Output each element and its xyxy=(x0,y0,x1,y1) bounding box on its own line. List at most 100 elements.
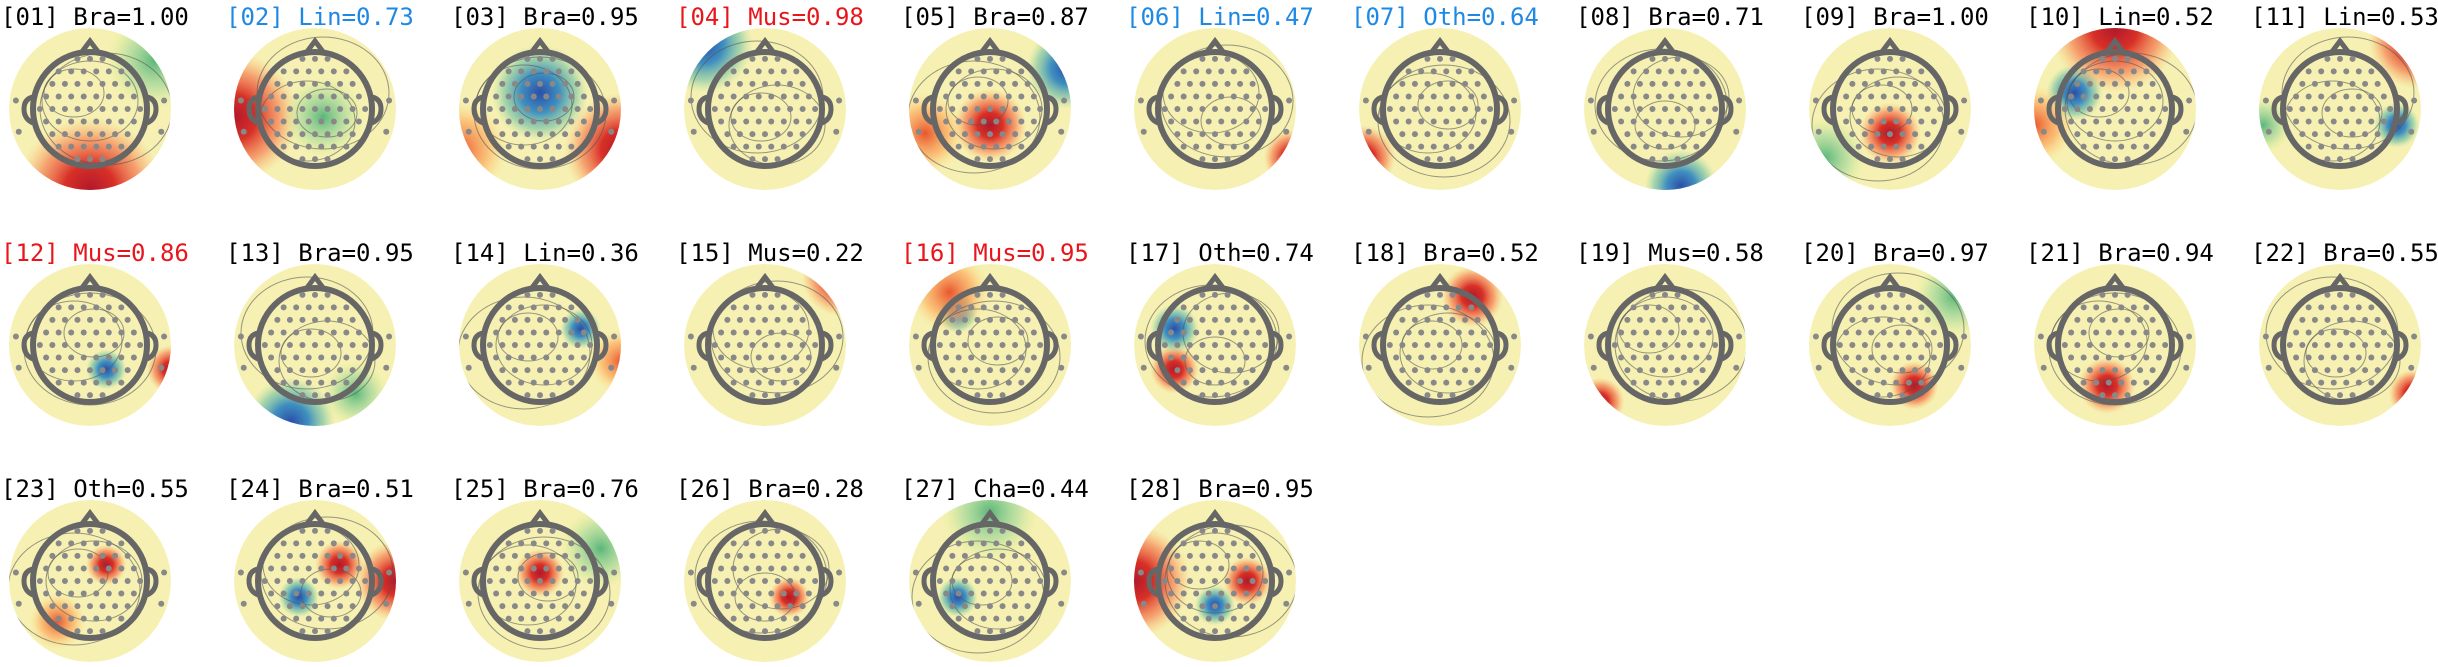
electrode xyxy=(968,68,975,75)
electrode xyxy=(1137,333,1144,340)
electrode xyxy=(1918,379,1925,386)
electrode xyxy=(2343,93,2350,100)
electrode xyxy=(537,342,543,348)
electrode xyxy=(980,379,987,386)
electrode xyxy=(1212,80,1218,87)
electrode xyxy=(774,291,781,298)
electrode xyxy=(1012,603,1019,610)
electrode xyxy=(1668,329,1675,336)
electrode xyxy=(1855,354,1862,361)
electrode xyxy=(2349,316,2356,323)
contour-line xyxy=(517,552,579,602)
head-ear-left xyxy=(1146,330,1160,362)
electrode xyxy=(730,379,737,386)
head-ear-left xyxy=(2046,330,2060,362)
topomap xyxy=(2259,264,2421,426)
electrode xyxy=(524,628,531,635)
electrode xyxy=(1511,97,1518,104)
electrode xyxy=(312,342,318,348)
electrode xyxy=(1218,615,1225,622)
electrode xyxy=(2343,68,2350,75)
electrode xyxy=(55,304,62,311)
electrode xyxy=(312,80,318,87)
electrode xyxy=(724,106,731,112)
electrode xyxy=(549,291,556,298)
electrode xyxy=(1487,106,1494,112)
electrode xyxy=(1649,367,1656,374)
electrode xyxy=(2355,93,2362,100)
electrode xyxy=(1449,291,1456,298)
electrode xyxy=(518,540,525,547)
electrode xyxy=(383,364,390,371)
electrode xyxy=(2086,316,2093,323)
electrode xyxy=(80,540,87,547)
electrode xyxy=(1224,316,1231,323)
electrode xyxy=(499,578,506,584)
electrode xyxy=(1437,156,1443,163)
electrode xyxy=(1880,118,1887,125)
head-ear-left xyxy=(1146,566,1160,598)
electrode xyxy=(955,615,962,622)
electrode xyxy=(1474,131,1481,138)
contour-line xyxy=(459,296,591,410)
electrode xyxy=(61,342,68,348)
electrode xyxy=(105,143,112,150)
electrode xyxy=(280,565,287,572)
head-ear-left xyxy=(921,94,935,126)
electrode xyxy=(355,354,362,361)
electrode xyxy=(1237,552,1244,559)
electrode xyxy=(130,354,137,361)
electrode xyxy=(1224,392,1231,399)
electrode xyxy=(2368,329,2375,336)
electrode xyxy=(280,590,287,597)
electrode xyxy=(1168,329,1175,336)
electrode xyxy=(987,156,993,163)
electrode xyxy=(280,68,287,75)
electrode xyxy=(1905,354,1912,361)
electrode xyxy=(1899,131,1906,138)
electrode xyxy=(1462,131,1469,138)
electrode xyxy=(1918,329,1925,336)
electrode xyxy=(324,527,331,534)
electrode xyxy=(1912,80,1919,87)
electrode xyxy=(1855,118,1862,125)
electrode xyxy=(2380,118,2387,125)
head-ear-left xyxy=(471,566,485,598)
topomap xyxy=(1809,28,1971,190)
topomap xyxy=(2034,264,2196,426)
electrode xyxy=(261,578,268,584)
electrode xyxy=(1243,565,1250,572)
electrode xyxy=(787,131,794,138)
electrode xyxy=(158,128,165,135)
electrode xyxy=(980,304,987,311)
electrode xyxy=(968,565,975,572)
head-nose xyxy=(2329,272,2351,291)
electrode xyxy=(312,106,318,112)
topomap xyxy=(2034,28,2196,190)
electrode xyxy=(1868,68,1875,75)
electrode xyxy=(137,578,144,584)
electrode xyxy=(549,367,556,374)
electrode xyxy=(1018,379,1025,386)
electrode xyxy=(2124,291,2131,298)
head-outline xyxy=(1830,49,1950,169)
electrode xyxy=(286,552,293,559)
electrode xyxy=(1249,131,1256,138)
electrode xyxy=(2330,68,2337,75)
electrode xyxy=(1680,93,1687,100)
electrode xyxy=(1249,578,1256,584)
topomap-blob xyxy=(2078,357,2136,414)
electrode xyxy=(505,93,512,100)
component-label: [08] Bra=0.71 xyxy=(1576,3,1764,31)
electrode xyxy=(355,118,362,125)
electrode xyxy=(711,106,718,112)
head-outline xyxy=(255,49,375,169)
electrode xyxy=(793,118,800,125)
head-nose xyxy=(979,272,1001,291)
electrode xyxy=(1680,354,1687,361)
electrode xyxy=(524,527,531,534)
topomap-blob xyxy=(2034,84,2075,166)
electrode xyxy=(280,540,287,547)
head-nose xyxy=(1429,272,1451,291)
electrode xyxy=(1687,106,1694,112)
